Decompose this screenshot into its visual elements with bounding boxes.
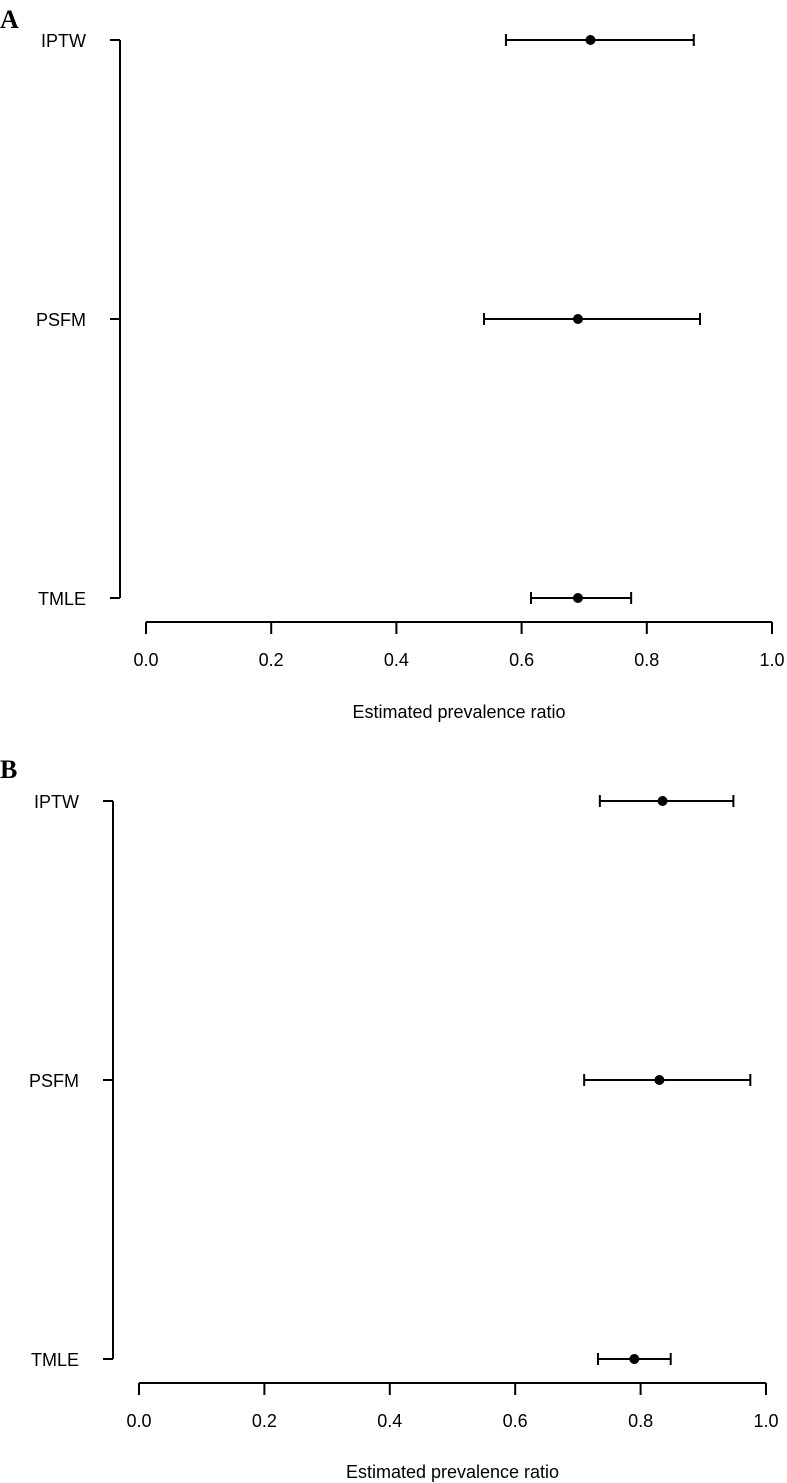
panel-a-x-tick-label-5: 1.0 bbox=[759, 650, 784, 670]
panel-a-point-psfm bbox=[572, 314, 583, 324]
panel-a-y-tick-label-iptw: IPTW bbox=[41, 31, 86, 51]
panel-b-x-tick-label-2: 0.4 bbox=[377, 1411, 402, 1431]
panel-a-point-iptw bbox=[585, 35, 596, 45]
panel-b-y-tick-label-iptw: IPTW bbox=[34, 792, 79, 812]
panel-b-x-tick-label-4: 0.8 bbox=[628, 1411, 653, 1431]
panel-b-label: B bbox=[0, 755, 17, 784]
panel-b-y-tick-label-tmle: TMLE bbox=[31, 1350, 79, 1370]
panel-b-x-tick-label-3: 0.6 bbox=[503, 1411, 528, 1431]
panel-b-y-tick-label-psfm: PSFM bbox=[29, 1071, 79, 1091]
panel-b-x-tick-label-5: 1.0 bbox=[753, 1411, 778, 1431]
panel-b-point-iptw bbox=[657, 796, 668, 806]
panel-a-x-tick-label-4: 0.8 bbox=[634, 650, 659, 670]
panel-a-y-tick-label-psfm: PSFM bbox=[36, 310, 86, 330]
panel-a-x-axis-title: Estimated prevalence ratio bbox=[352, 702, 565, 722]
panel-a-x-tick-label-3: 0.6 bbox=[509, 650, 534, 670]
panel-a-x-tick-label-2: 0.4 bbox=[384, 650, 409, 670]
panel-a-label: A bbox=[0, 5, 19, 34]
panel-a-y-tick-label-tmle: TMLE bbox=[38, 589, 86, 609]
panel-b-point-tmle bbox=[629, 1354, 640, 1364]
panel-a-x-tick-label-1: 0.2 bbox=[259, 650, 284, 670]
panel-a-x-tick-label-0: 0.0 bbox=[133, 650, 158, 670]
panel-b-x-axis-title: Estimated prevalence ratio bbox=[346, 1462, 559, 1482]
panel-b-point-psfm bbox=[654, 1075, 665, 1085]
panel-b-x-tick-label-1: 0.2 bbox=[252, 1411, 277, 1431]
panel-b-x-tick-label-0: 0.0 bbox=[126, 1411, 151, 1431]
panel-a-point-tmle bbox=[572, 593, 583, 603]
